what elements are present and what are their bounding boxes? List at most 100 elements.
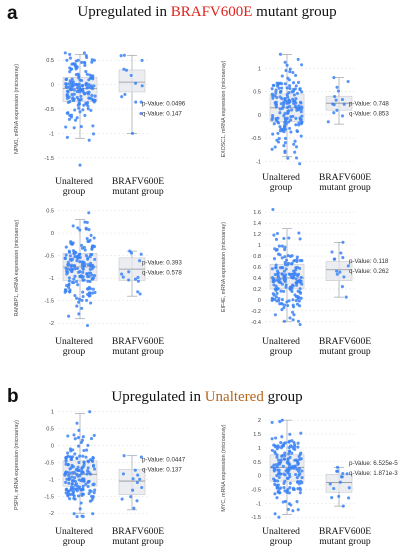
data-point [84,254,88,258]
data-point [277,297,281,301]
data-point [272,283,276,287]
data-point [90,93,94,97]
data-point [63,51,67,55]
data-point [270,147,274,151]
unaltered-group-box [269,52,305,166]
data-point [88,279,92,284]
y-axis-label: EXOSC1, mRNA expression (microarray) [221,60,227,157]
data-point [70,93,74,97]
data-point [92,236,96,240]
data-point [282,130,286,134]
data-point [133,468,137,472]
data-point [121,275,125,279]
y-axis-label: RANBP1, mRNA expression (microarray) [14,219,20,316]
data-point [288,475,292,479]
data-point [338,270,342,274]
data-point [272,468,276,472]
data-point [282,481,286,485]
data-point [67,85,72,89]
data-point [278,125,282,129]
data-point [288,481,292,485]
y-tick-label: 0.5 [253,90,261,96]
data-point [272,122,276,126]
data-point [288,84,292,88]
data-point [297,121,301,125]
data-point [280,74,284,78]
data-point [78,507,82,511]
data-point [92,463,96,467]
data-point [279,446,284,450]
data-point [291,70,295,75]
data-point [270,448,274,452]
y-tick-label: -0.5 [44,107,54,113]
data-point [136,473,140,477]
data-point [274,88,278,92]
psph-boxplot: PSPH, mRNA expression (microarray) 1 0.5 0 -… [14,410,186,547]
data-point [84,482,88,486]
data-point [67,82,71,86]
data-point [276,490,280,494]
data-point [82,51,86,55]
data-point [274,91,278,95]
data-point [91,495,95,499]
data-point [279,441,283,445]
data-point [72,92,76,96]
data-point [283,280,287,284]
data-point [298,491,302,495]
data-point [78,110,82,114]
data-point [280,244,284,248]
data-point [91,74,95,78]
y-tick-label: -2 [49,511,54,517]
data-point [138,292,142,296]
data-point [70,263,74,267]
data-point [83,113,87,117]
data-point [341,504,345,508]
data-point [275,486,279,490]
data-point [66,490,70,494]
data-point [71,241,75,245]
data-point [136,290,140,294]
data-point [64,82,68,86]
data-point [344,295,348,299]
data-point [286,263,290,267]
panel-a-title-after: mutant group [252,4,337,20]
data-point [88,76,93,80]
data-point [299,451,303,455]
y-tick-label: 0 [258,298,261,304]
data-point [83,262,87,266]
data-point [73,437,77,441]
data-point [93,467,97,471]
data-point [89,437,94,441]
braf-group-box [118,249,146,297]
data-point [294,123,298,127]
data-point [131,488,135,492]
data-point [281,444,286,448]
y-axis-label: PSPH, mRNA expression (microarray) [14,420,20,510]
data-point [89,489,93,493]
data-point [92,84,96,88]
data-point [82,92,87,96]
x-category-braf: BRAFV600E mutant group [319,526,371,547]
data-point [294,116,298,120]
data-point [91,291,95,295]
data-point [81,267,85,271]
data-point [87,239,91,244]
data-point [80,260,84,264]
data-point [85,287,90,291]
data-point [273,145,277,149]
data-point [73,476,77,480]
data-point [280,86,284,90]
data-point [124,68,129,72]
y-tick-label: 0.5 [46,427,54,433]
data-point [120,272,124,276]
data-point [279,102,283,106]
data-point [66,270,70,274]
data-point [90,498,94,502]
data-point [333,94,337,99]
data-point [88,267,92,271]
data-point [296,272,301,276]
data-point [275,455,279,459]
data-point [86,279,90,283]
data-point [287,120,291,124]
y-tick-label: 0.8 [253,254,261,260]
